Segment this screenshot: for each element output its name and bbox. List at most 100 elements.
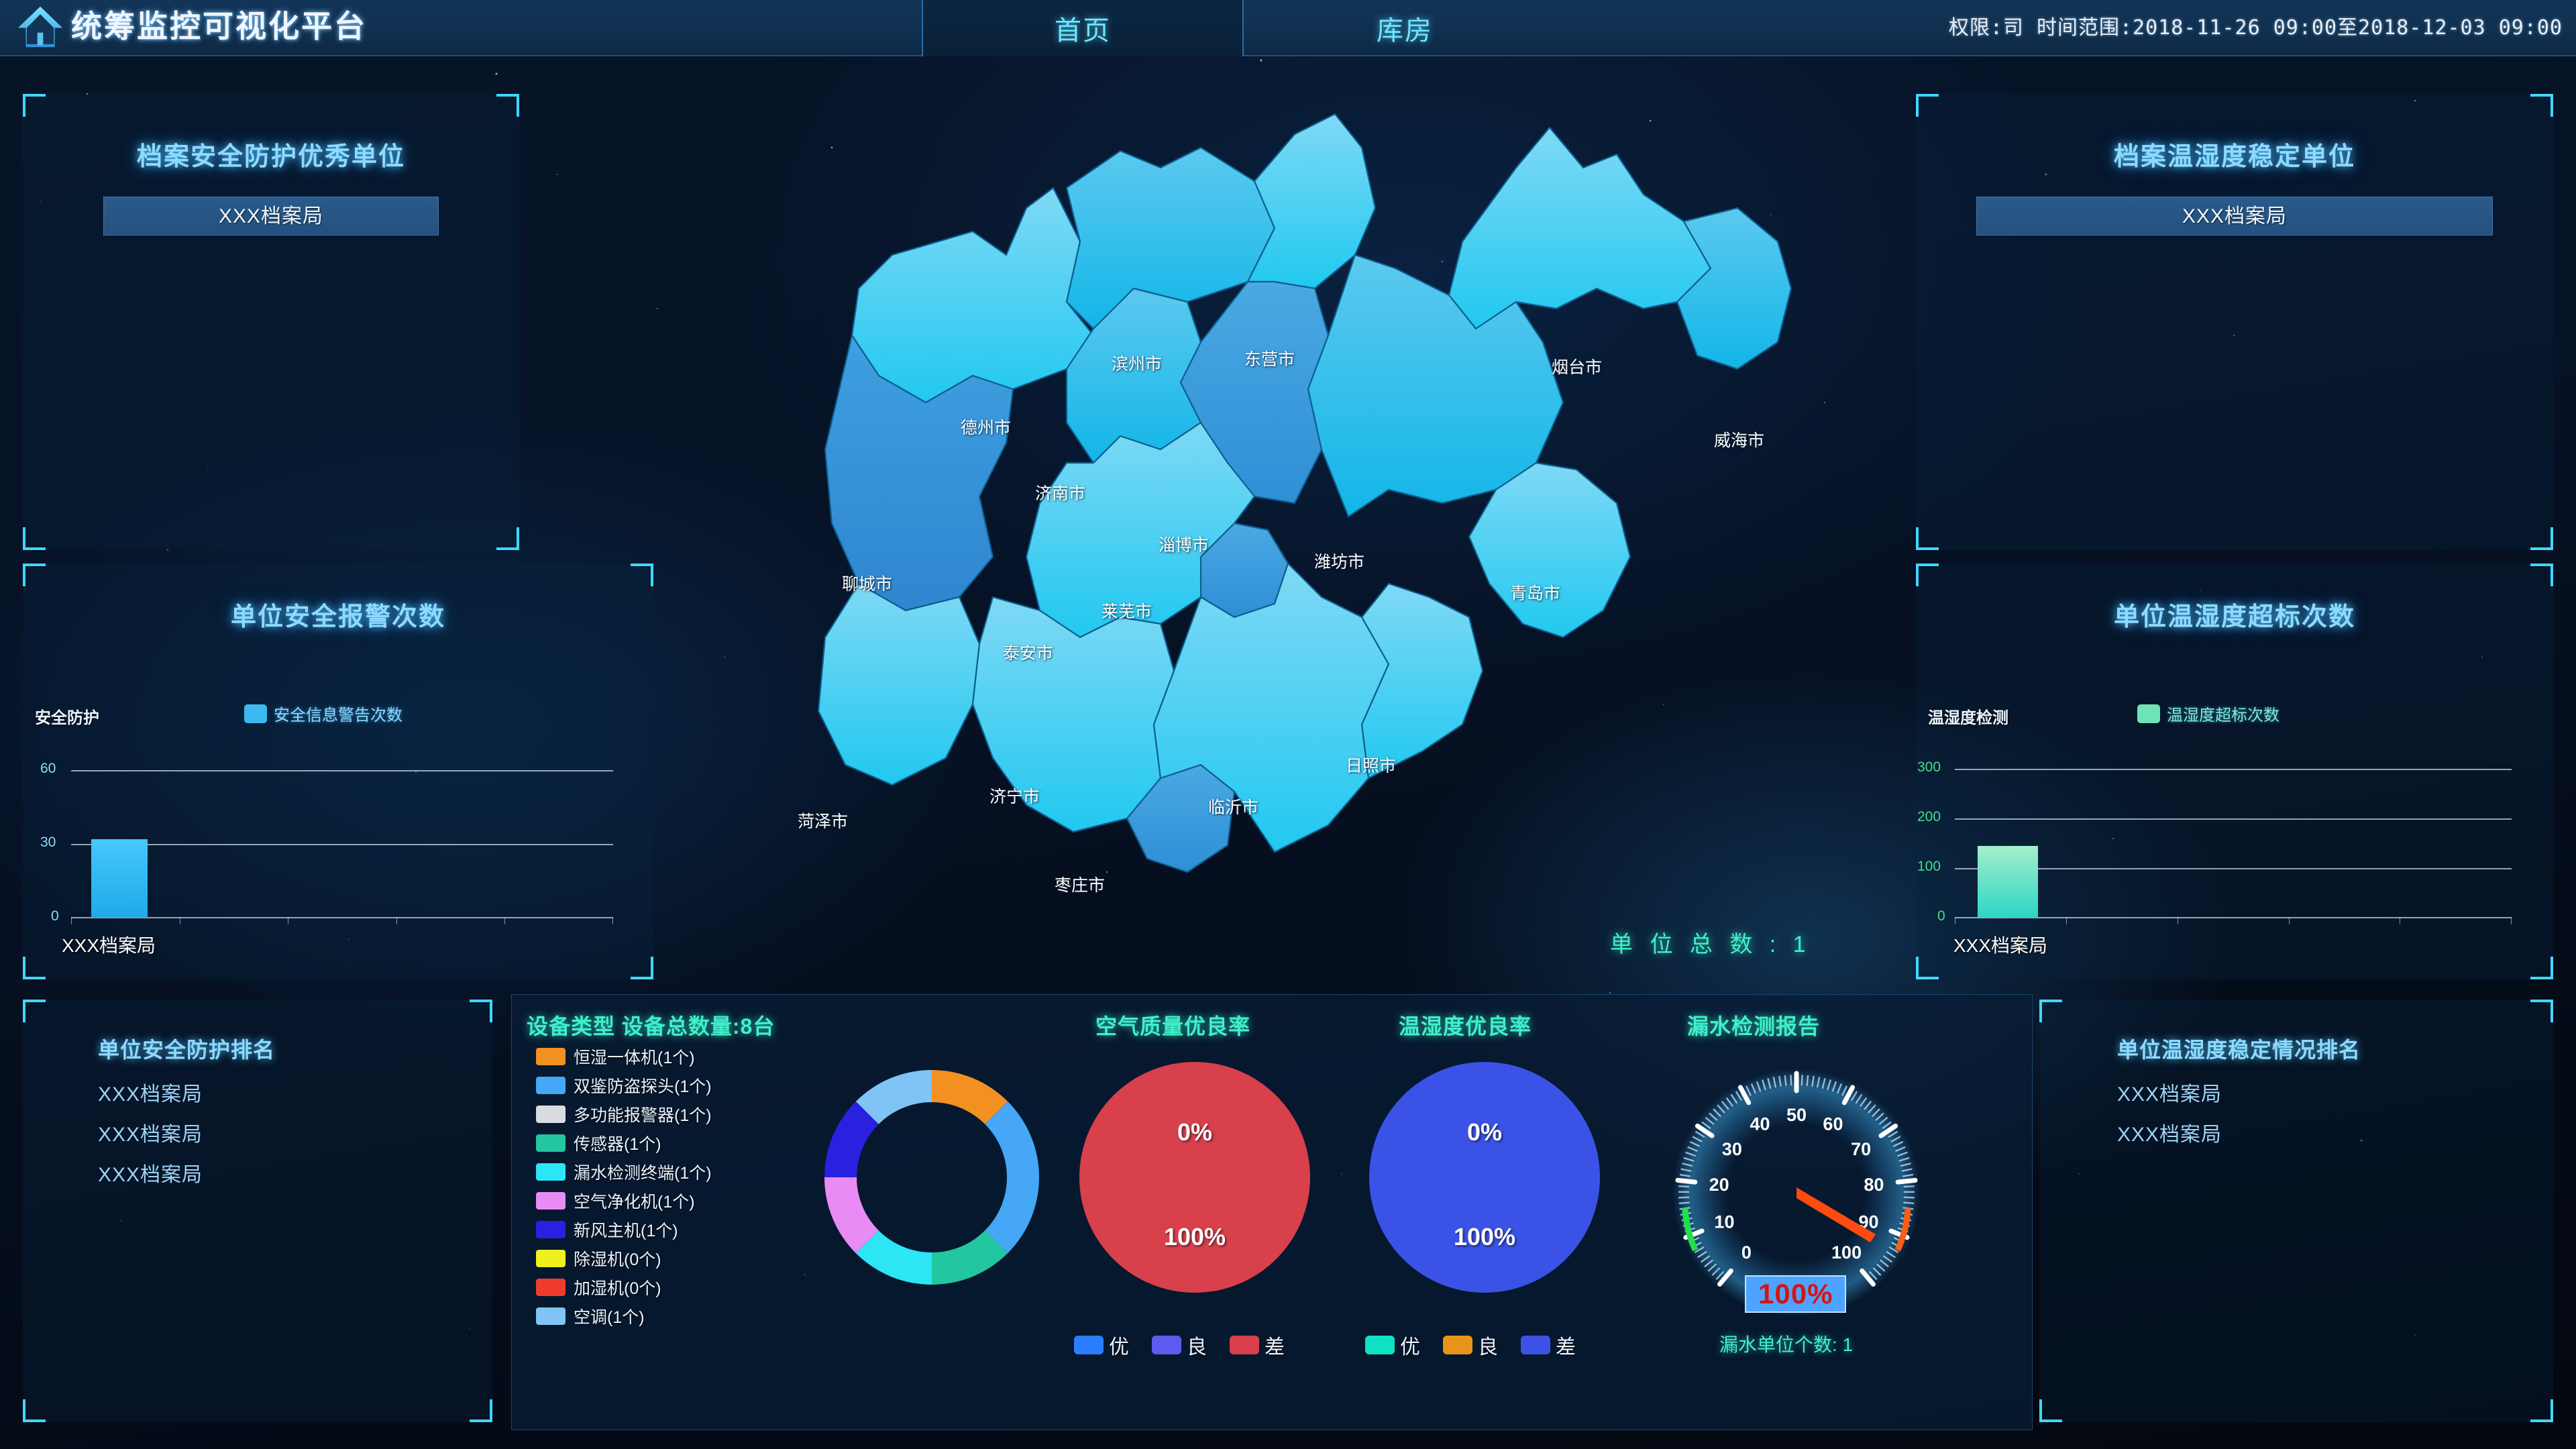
device-legend-item[interactable]: 多功能报警器(1个) — [536, 1102, 712, 1126]
legend-security-alarm[interactable]: 安全信息警告次数 — [244, 702, 402, 725]
temp-humidity-pie-wrap[interactable]: 0% 100% — [1364, 1057, 1605, 1298]
logo-area: 统筹监控可视化平台 — [16, 3, 367, 51]
corner-bracket-br — [2530, 527, 2553, 550]
gridline-30 — [71, 844, 613, 845]
pie-slice-poor — [1369, 1062, 1600, 1293]
bar-humidity-exceed[interactable] — [1978, 846, 2038, 918]
device-legend-item[interactable]: 空调(1个) — [536, 1304, 645, 1328]
tab-home[interactable]: 首页 — [922, 0, 1244, 56]
device-legend-label: 空气净化机(1个) — [574, 1193, 695, 1212]
category-label-humidity: XXX档案局 — [1953, 935, 2048, 956]
air-quality-pie-wrap[interactable]: 0% 100% — [1074, 1057, 1316, 1298]
legend-humidity-exceed[interactable]: 温湿度超标次数 — [2137, 702, 2279, 725]
corner-bracket-tl — [23, 94, 46, 117]
device-legend-label: 漏水检测终端(1个) — [574, 1164, 712, 1183]
bar-security-alarm[interactable] — [91, 839, 148, 918]
section-title-temp-humidity-quality: 温湿度优良率 — [1399, 1014, 1532, 1038]
donut-slice-4 — [855, 1230, 932, 1285]
device-legend-item[interactable]: 新风主机(1个) — [536, 1218, 678, 1242]
air-quality-legend[interactable]: 优 良 差 — [1074, 1330, 1302, 1360]
device-legend-item[interactable]: 空气净化机(1个) — [536, 1189, 695, 1213]
panel-title-security-excellent: 档案安全防护优秀单位 — [136, 143, 405, 171]
rank-item-security-1[interactable]: XXX档案局 — [98, 1083, 203, 1106]
gridline-60 — [71, 770, 613, 771]
corner-bracket-bl — [1916, 957, 1939, 979]
legend-entry-air-poor[interactable]: 差 — [1230, 1330, 1285, 1360]
axis-baseline — [1955, 917, 2512, 918]
legend-entry-th-poor[interactable]: 差 — [1521, 1330, 1576, 1360]
device-legend-item[interactable]: 恒湿一体机(1个) — [536, 1044, 695, 1069]
corner-bracket-tr — [2530, 564, 2553, 586]
panel-bottom-summary: 设备类型 设备总数量:8台 恒湿一体机(1个) 双鉴防盗探头(1个) 多功能报警器(… — [511, 994, 2033, 1430]
gauge-arc-green — [1682, 1208, 1699, 1252]
leak-gauge-value: 100% — [1745, 1275, 1847, 1313]
humidity-stable-unit-chip[interactable]: XXX档案局 — [1976, 197, 2493, 235]
panel-background — [23, 1000, 492, 1422]
ytick-0: 0 — [51, 908, 59, 924]
temp-humidity-legend[interactable]: 优 良 差 — [1365, 1330, 1593, 1360]
gauge-tick-label: 40 — [1750, 1114, 1770, 1134]
security-excellent-unit-chip[interactable]: XXX档案局 — [103, 197, 439, 235]
section-title-device-type: 设备类型 设备总数量:8台 — [527, 1014, 775, 1038]
device-legend-swatch — [536, 1048, 566, 1065]
axis-baseline — [71, 917, 613, 918]
corner-bracket-bl — [1916, 527, 1939, 550]
rank-item-security-2[interactable]: XXX档案局 — [98, 1124, 203, 1146]
device-legend-item[interactable]: 除湿机(0个) — [536, 1246, 661, 1271]
x-axis-ticks — [71, 917, 613, 924]
shandong-map[interactable] — [691, 87, 1898, 979]
device-legend-item[interactable]: 加湿机(0个) — [536, 1275, 661, 1299]
map-city-label: 滨州市 — [1112, 355, 1163, 374]
map-city-label: 威海市 — [1714, 431, 1765, 450]
rank-item-security-3[interactable]: XXX档案局 — [98, 1164, 203, 1186]
corner-bracket-br — [2530, 957, 2553, 979]
ytick-100: 100 — [1917, 859, 1941, 874]
rank-item-humidity-1[interactable]: XXX档案局 — [2117, 1083, 2222, 1106]
house-icon — [17, 6, 63, 48]
legend-swatch-humidity — [2137, 704, 2160, 723]
gridline-100 — [1955, 868, 2512, 869]
device-legend-item[interactable]: 双鉴防盗探头(1个) — [536, 1073, 712, 1097]
device-legend-swatch — [536, 1279, 566, 1296]
map-svg — [817, 113, 1792, 873]
device-legend-item[interactable]: 传感器(1个) — [536, 1131, 661, 1155]
panel-background — [1916, 94, 2553, 550]
map-city-label: 聊城市 — [842, 575, 893, 594]
leak-gauge-sublabel: 漏水单位个数: 1 — [1719, 1334, 1854, 1355]
device-donut-chart[interactable] — [811, 1057, 1053, 1298]
temp-humidity-pie-chart — [1369, 1062, 1600, 1293]
device-legend-label: 新风主机(1个) — [574, 1222, 678, 1240]
legend-entry-th-good[interactable]: 良 — [1443, 1330, 1498, 1360]
ytick-0: 0 — [1937, 908, 1945, 924]
gridline-200 — [1955, 818, 2512, 820]
legend-entry-air-excellent[interactable]: 优 — [1074, 1330, 1129, 1360]
donut-slice-0 — [932, 1070, 1008, 1124]
corner-bracket-br — [631, 957, 653, 979]
device-legend-swatch — [536, 1192, 566, 1210]
corner-bracket-bl — [23, 957, 46, 979]
corner-bracket-tr — [470, 1000, 492, 1022]
legend-swatch-air-poor — [1230, 1336, 1259, 1354]
device-legend-swatch — [536, 1250, 566, 1267]
rank-item-humidity-2[interactable]: XXX档案局 — [2117, 1124, 2222, 1146]
air-quality-pie-chart — [1079, 1062, 1310, 1293]
temp-humidity-top-pct: 0% — [1466, 1118, 1503, 1146]
legend-entry-air-good[interactable]: 良 — [1152, 1330, 1207, 1360]
corner-bracket-br — [2530, 1399, 2553, 1422]
app-title: 统筹监控可视化平台 — [71, 9, 367, 44]
ytick-60: 60 — [40, 761, 56, 776]
device-legend-swatch — [536, 1134, 566, 1152]
tab-storage[interactable]: 库房 — [1377, 16, 1433, 46]
app-header: 统筹监控可视化平台 首页 库房 权限:司 时间范围:2018-11-26 09:… — [0, 0, 2576, 56]
device-legend-swatch — [536, 1307, 566, 1325]
corner-bracket-tr — [2530, 1000, 2553, 1022]
map-city-label: 济南市 — [1035, 484, 1086, 503]
legend-entry-th-excellent[interactable]: 优 — [1365, 1330, 1420, 1360]
gauge-minor-ticks — [1678, 1075, 1915, 1280]
corner-bracket-tl — [2039, 1000, 2062, 1022]
device-legend-item[interactable]: 漏水检测终端(1个) — [536, 1160, 712, 1184]
header-meta-info: 权限:司 时间范围:2018-11-26 09:00至2018-12-03 09… — [1948, 16, 2563, 40]
